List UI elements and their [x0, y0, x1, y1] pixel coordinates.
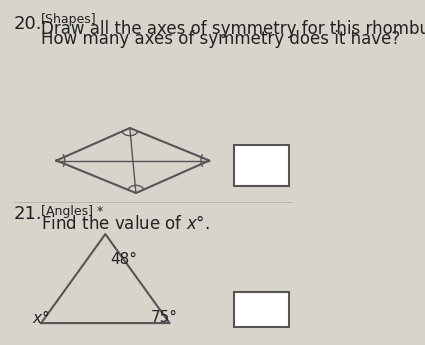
FancyBboxPatch shape — [234, 292, 289, 326]
Text: 20.: 20. — [14, 15, 42, 33]
Text: Draw all the axes of symmetry for this rhombus.: Draw all the axes of symmetry for this r… — [41, 20, 425, 38]
FancyBboxPatch shape — [234, 145, 289, 186]
Text: [Angles] *: [Angles] * — [41, 205, 103, 218]
Text: 75°: 75° — [151, 310, 178, 325]
Text: 21.: 21. — [14, 205, 42, 223]
Text: 48°: 48° — [110, 252, 137, 267]
Text: $x°$: $x°$ — [32, 309, 50, 326]
Text: How many axes of symmetry does it have?: How many axes of symmetry does it have? — [41, 30, 400, 49]
Text: Find the value of $x°$.: Find the value of $x°$. — [41, 215, 210, 233]
Text: [Shapes]: [Shapes] — [41, 13, 97, 26]
